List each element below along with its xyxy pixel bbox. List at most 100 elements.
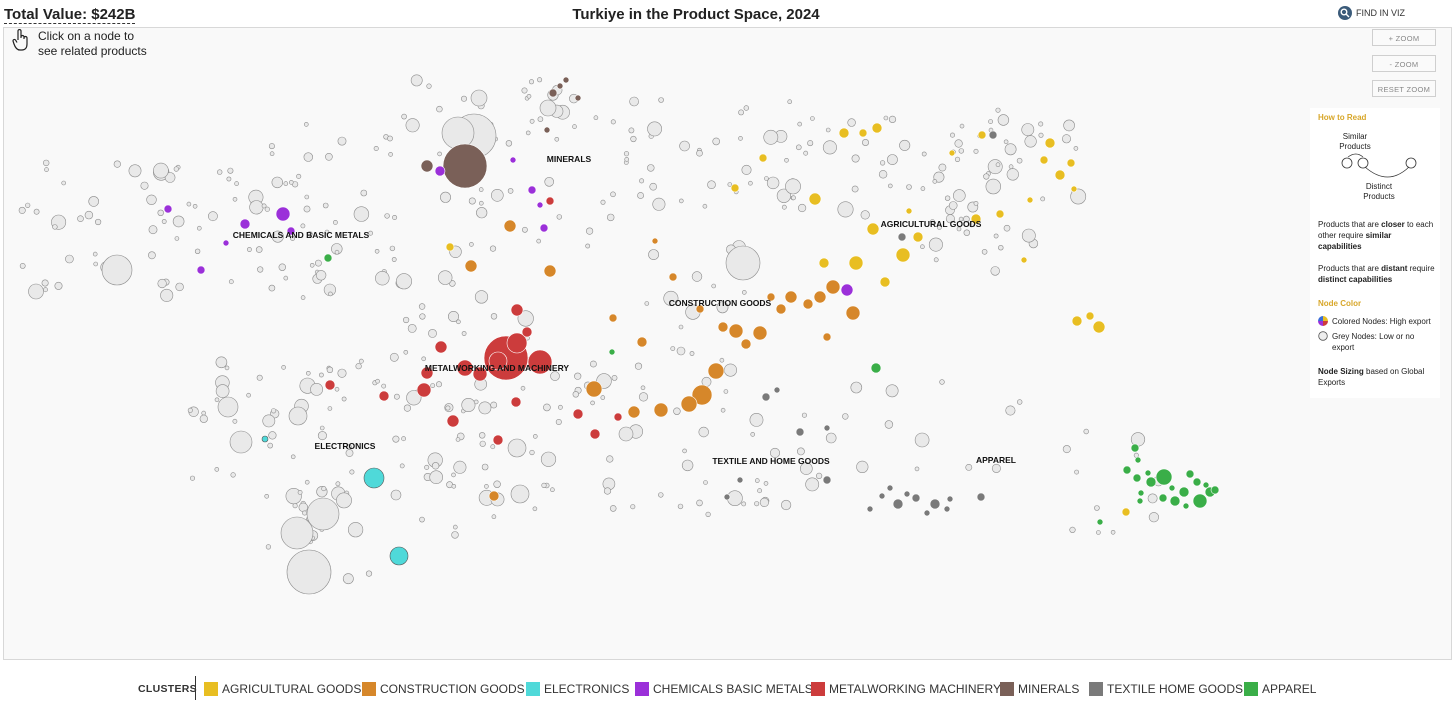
grey-node[interactable] [528,79,534,85]
product-node-const[interactable] [775,303,787,315]
grey-node[interactable] [439,191,451,203]
grey-node[interactable] [478,187,484,192]
grey-node[interactable] [314,259,322,267]
grey-node[interactable] [1070,188,1087,205]
grey-node[interactable] [384,213,390,219]
product-node-agri[interactable] [879,276,891,288]
grey-node[interactable] [606,213,615,222]
grey-node[interactable] [850,381,863,394]
grey-node[interactable] [306,497,340,531]
product-node-const[interactable] [608,313,618,323]
product-node-minerals[interactable] [543,126,551,134]
grey-node[interactable] [958,148,964,154]
product-node-textile[interactable] [773,386,781,394]
grey-node[interactable] [995,162,1001,167]
grey-node[interactable] [452,524,458,530]
grey-node[interactable] [750,432,756,437]
grey-node[interactable] [630,504,636,510]
grey-node[interactable] [585,243,591,249]
grey-node[interactable] [741,290,747,295]
product-node-const[interactable] [845,305,861,321]
product-node-agri[interactable] [858,128,868,138]
grey-node[interactable] [837,201,854,218]
grey-node[interactable] [574,372,582,380]
grey-node[interactable] [399,463,405,469]
grey-node[interactable] [795,144,802,151]
grey-node[interactable] [224,365,230,371]
grey-node[interactable] [556,214,562,220]
grey-node[interactable] [303,152,313,162]
grey-node[interactable] [451,472,456,478]
grey-node[interactable] [1016,399,1023,405]
grey-node[interactable] [707,180,716,189]
grey-node[interactable] [199,414,208,423]
grey-node[interactable] [677,503,684,510]
grey-node[interactable] [988,119,993,124]
grey-node[interactable] [327,406,333,411]
product-node-minerals[interactable] [574,94,582,102]
product-node-agri[interactable] [730,183,740,193]
grey-node[interactable] [888,115,897,123]
grey-node[interactable] [1083,428,1089,435]
grey-node[interactable] [303,122,309,127]
product-node-apparel[interactable] [1136,497,1144,505]
grey-node[interactable] [606,455,614,463]
grey-node[interactable] [705,511,711,518]
grey-node[interactable] [914,466,920,472]
grey-node[interactable] [455,437,461,442]
grey-node[interactable] [436,105,443,113]
grey-node[interactable] [539,99,557,117]
grey-node[interactable] [265,544,272,550]
grey-node[interactable] [1147,493,1158,504]
grey-node[interactable] [954,139,963,148]
grey-node[interactable] [963,229,970,236]
product-node-textile[interactable] [988,130,998,140]
grey-node[interactable] [948,201,958,210]
grey-node[interactable] [644,301,650,306]
grey-node[interactable] [296,173,302,179]
grey-node[interactable] [965,463,973,471]
grey-node[interactable] [334,386,340,392]
product-node-agri[interactable] [1070,185,1078,193]
product-node-chem[interactable] [509,156,517,164]
product-node-const[interactable] [802,298,814,310]
grey-node[interactable] [807,140,814,147]
grey-node[interactable] [491,514,497,520]
grey-node[interactable] [194,248,201,255]
grey-node[interactable] [307,231,313,237]
grey-node[interactable] [214,467,220,472]
grey-node[interactable] [257,266,264,273]
grey-node[interactable] [389,245,396,252]
product-node-green[interactable] [608,348,616,356]
grey-node[interactable] [461,397,476,412]
product-node-green[interactable] [323,253,333,263]
grey-node[interactable] [300,295,306,300]
product-node-const[interactable] [766,292,776,302]
grey-node[interactable] [995,107,1001,113]
grey-node[interactable] [375,378,380,384]
grey-node[interactable] [214,397,220,403]
grey-node[interactable] [797,121,803,127]
product-space-canvas[interactable] [3,27,1452,660]
product-node-agri[interactable] [995,209,1005,219]
grey-node[interactable] [33,208,40,215]
grey-node[interactable] [638,392,649,402]
grey-node[interactable] [738,109,744,116]
grey-node[interactable] [749,412,764,427]
product-node-agri[interactable] [1054,169,1066,181]
grey-node[interactable] [84,210,94,220]
grey-node[interactable] [776,188,792,203]
reset-zoom-button[interactable]: RESET ZOOM [1372,80,1436,97]
grey-node[interactable] [392,435,400,443]
grey-node[interactable] [1008,164,1014,169]
grey-node[interactable] [297,489,303,495]
grey-node[interactable] [938,163,947,172]
grey-node[interactable] [341,396,347,402]
grey-node[interactable] [153,162,169,179]
product-node-agri[interactable] [445,242,455,252]
grey-node[interactable] [780,499,792,511]
grey-node[interactable] [1016,157,1023,164]
grey-node[interactable] [232,418,238,424]
product-node-electronics[interactable] [261,435,269,443]
product-node-metal[interactable] [472,366,488,382]
